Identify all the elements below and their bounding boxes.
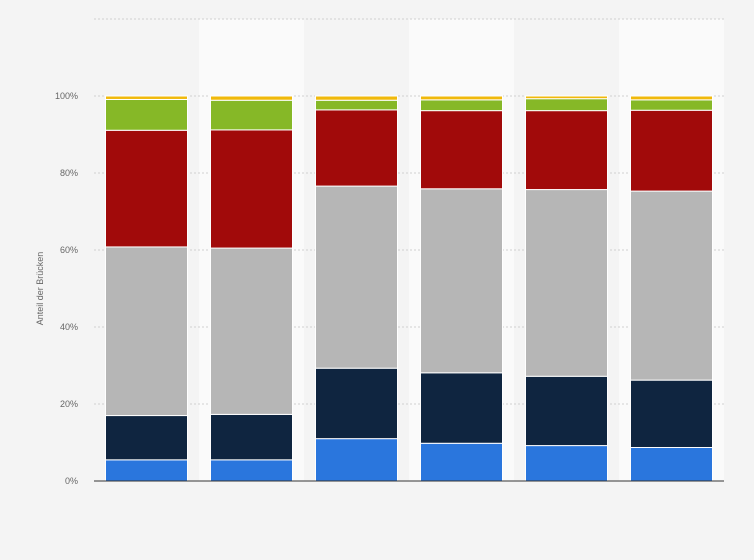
y-tick-label: 100% [55,91,78,101]
bar-segment[interactable] [210,99,293,131]
bar-segment[interactable] [315,109,398,187]
y-axis-label: Anteil der Brücken [35,252,45,326]
bar-segment[interactable] [525,445,608,482]
bar-segment[interactable] [630,190,713,381]
y-tick-label: 60% [60,245,78,255]
y-tick-label: 0% [65,476,78,486]
bar-segment[interactable] [210,95,293,101]
bars [105,95,713,482]
bar-segment[interactable] [630,447,713,482]
bar-segment[interactable] [105,415,188,461]
bar-segment[interactable] [210,459,293,482]
bar-segment[interactable] [630,379,713,449]
gridlines [94,18,724,405]
bar-segment[interactable] [315,185,398,369]
bar-segment[interactable] [105,95,188,100]
bar-segment[interactable] [315,438,398,482]
bar-segment[interactable] [105,98,188,131]
bar-segment[interactable] [210,247,293,415]
bar-segment[interactable] [630,109,713,192]
y-tick-label: 20% [60,399,78,409]
bar-segment[interactable] [525,375,608,447]
bar-segment[interactable] [525,95,608,100]
y-tick-labels: 0% 20% 40% 60% 80% 100% [55,91,78,486]
y-tick-label: 40% [60,322,78,332]
bar-segment[interactable] [525,110,608,191]
bar-segment[interactable] [420,110,503,190]
bar-segment[interactable] [420,95,503,101]
bar-segment[interactable] [105,129,188,248]
bar-segment[interactable] [420,442,503,482]
bar-segment[interactable] [420,188,503,374]
bar-segment[interactable] [525,189,608,377]
bar-segment[interactable] [315,95,398,101]
bar-segment[interactable] [210,129,293,249]
bar-segment[interactable] [105,246,188,417]
bar-segment[interactable] [315,99,398,111]
y-tick-label: 80% [60,168,78,178]
bar-segment[interactable] [105,459,188,482]
bar-segment[interactable] [630,95,713,101]
bar-segment[interactable] [315,367,398,440]
bar-segment[interactable] [210,413,293,461]
bar-segment[interactable] [420,372,503,444]
bar-segment[interactable] [630,99,713,111]
bar-segment[interactable] [525,98,608,112]
bar-segment[interactable] [420,99,503,112]
